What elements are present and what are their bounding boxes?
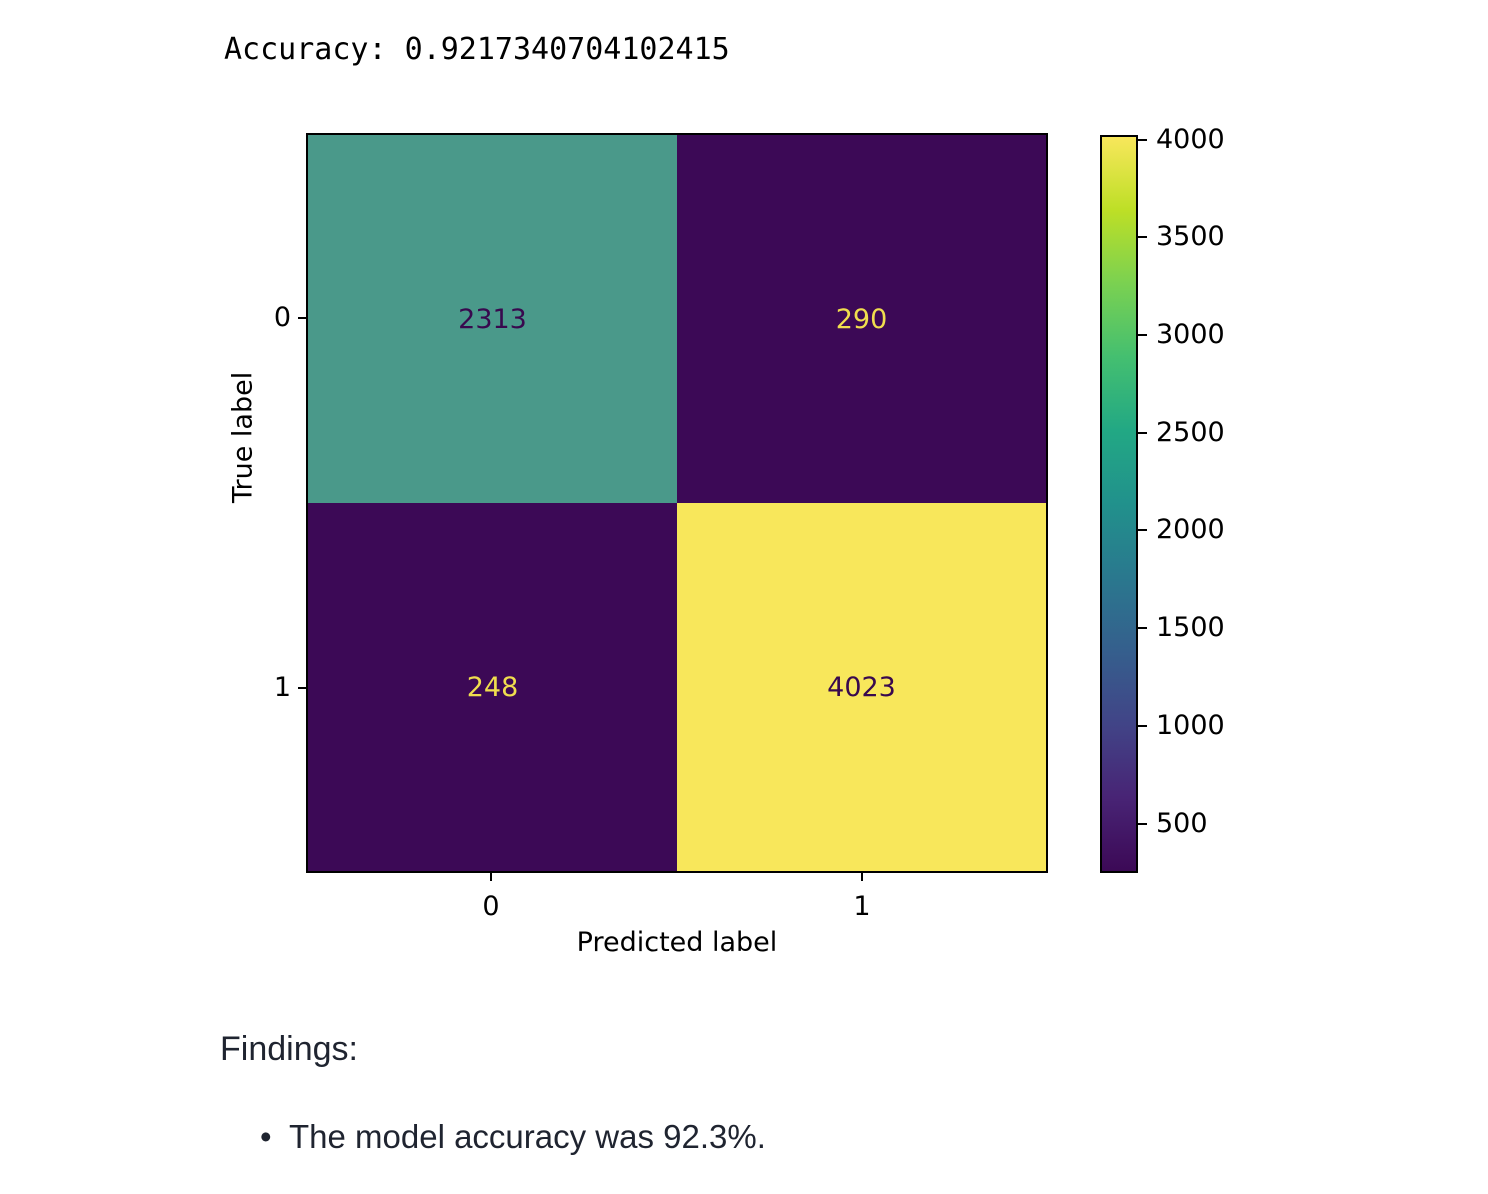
colorbar-tick-label-2000: 2000 bbox=[1156, 514, 1225, 545]
matrix-cell-true1-pred0: 248 bbox=[308, 503, 677, 871]
findings-list: • The model accuracy was 92.3%. bbox=[260, 1118, 766, 1156]
y-tick-label-1: 1 bbox=[273, 672, 291, 703]
colorbar-tick-label-4000: 4000 bbox=[1156, 124, 1225, 155]
y-tick-mark-0 bbox=[298, 317, 306, 319]
y-tick-mark-1 bbox=[298, 687, 306, 689]
x-tick-mark-0 bbox=[490, 873, 492, 881]
colorbar bbox=[1100, 135, 1138, 873]
bullet-icon: • bbox=[260, 1118, 272, 1155]
x-tick-mark-1 bbox=[861, 873, 863, 881]
y-tick-label-0: 0 bbox=[273, 302, 291, 333]
colorbar-tick-mark-500 bbox=[1138, 823, 1147, 825]
colorbar-tick-mark-3500 bbox=[1138, 236, 1147, 238]
matrix-cell-true1-pred1: 4023 bbox=[677, 503, 1046, 871]
matrix-cell-true0-pred0: 2313 bbox=[308, 135, 677, 503]
colorbar-tick-label-2500: 2500 bbox=[1156, 417, 1225, 448]
colorbar-tick-label-1000: 1000 bbox=[1156, 710, 1225, 741]
colorbar-gradient bbox=[1102, 137, 1136, 871]
colorbar-tick-mark-2500 bbox=[1138, 432, 1147, 434]
colorbar-tick-label-1500: 1500 bbox=[1156, 612, 1225, 643]
colorbar-tick-mark-1500 bbox=[1138, 627, 1147, 629]
colorbar-tick-label-3500: 3500 bbox=[1156, 221, 1225, 252]
colorbar-tick-mark-4000 bbox=[1138, 139, 1147, 141]
findings-item-text: The model accuracy was 92.3%. bbox=[289, 1118, 766, 1155]
matrix-cell-true0-pred1: 290 bbox=[677, 135, 1046, 503]
colorbar-tick-label-3000: 3000 bbox=[1156, 319, 1225, 350]
confusion-matrix-plot: 2313 290 248 4023 bbox=[306, 133, 1048, 873]
findings-list-item: • The model accuracy was 92.3%. bbox=[260, 1118, 766, 1156]
findings-heading: Findings: bbox=[220, 1030, 358, 1068]
colorbar-tick-label-500: 500 bbox=[1156, 808, 1208, 839]
colorbar-tick-mark-2000 bbox=[1138, 529, 1147, 531]
x-tick-label-1: 1 bbox=[853, 891, 871, 922]
colorbar-tick-mark-3000 bbox=[1138, 334, 1147, 336]
accuracy-text: Accuracy: 0.9217340704102415 bbox=[224, 32, 730, 67]
x-tick-label-0: 0 bbox=[482, 891, 500, 922]
x-axis-label: Predicted label bbox=[576, 927, 778, 958]
colorbar-tick-mark-1000 bbox=[1138, 725, 1147, 727]
